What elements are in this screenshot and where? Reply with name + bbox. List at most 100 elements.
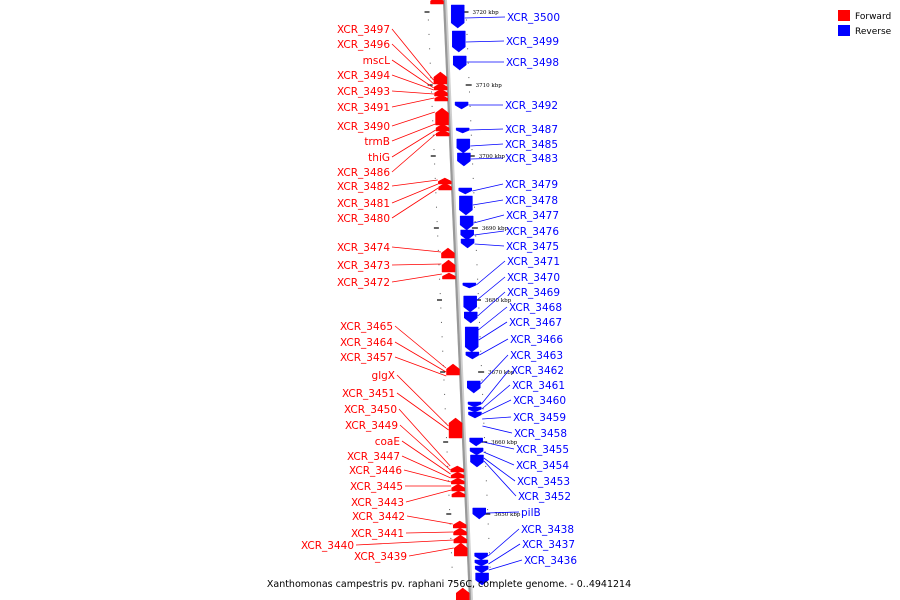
reverse-leader: [482, 416, 512, 420]
forward-gene-arrow: [438, 177, 452, 185]
reverse-gene-arrow: [460, 229, 474, 241]
reverse-gene-arrow: [462, 282, 477, 289]
legend-forward-label: Forward: [855, 12, 891, 22]
reverse-gene-arrow: [463, 295, 477, 313]
forward-gene-arrow: [436, 129, 450, 137]
reverse-gene-arrow: [454, 101, 469, 110]
reverse-gene-label: XCR_3453: [517, 476, 570, 488]
reverse-leader: [478, 306, 508, 331]
reverse-leader: [474, 243, 505, 247]
reverse-gene-arrow: [465, 351, 480, 360]
reverse-leader: [470, 143, 504, 147]
reverse-leader: [469, 128, 504, 131]
forward-gene-label: XCR_3491: [337, 102, 390, 114]
forward-gene-label: XCR_3474: [337, 242, 390, 254]
forward-gene-label: coaE: [375, 436, 400, 448]
forward-leader: [401, 440, 451, 475]
reverse-gene-label: pilB: [521, 507, 541, 519]
forward-gene-label: XCR_3472: [337, 277, 390, 289]
forward-gene-label: XCR_3440: [301, 540, 354, 552]
forward-leader: [391, 183, 439, 204]
forward-gene-arrow: [450, 465, 465, 473]
forward-gene-arrow: [450, 471, 465, 479]
scale-label: 3660 kbp: [491, 440, 518, 446]
reverse-gene-arrow: [452, 30, 466, 53]
label-leaders: [355, 16, 523, 571]
forward-gene-arrow: [455, 587, 470, 600]
scale-label: 3650 kbp: [494, 512, 521, 518]
forward-gene-arrow: [448, 417, 463, 439]
forward-gene-label: XCR_3494: [337, 70, 390, 82]
backbone-line: [442, 0, 472, 600]
reverse-gene-label: XCR_3466: [510, 334, 563, 346]
reverse-gene-label: XCR_3478: [505, 195, 558, 207]
reverse-gene-arrow: [457, 152, 471, 167]
forward-leader: [355, 539, 454, 546]
reverse-leader: [470, 157, 504, 160]
forward-leader: [391, 273, 442, 283]
reverse-gene-arrow: [458, 187, 473, 195]
forward-leader: [394, 356, 447, 377]
reverse-gene-arrow: [474, 565, 489, 574]
reverse-leader: [488, 543, 521, 565]
reverse-gene-label: XCR_3470: [507, 272, 560, 284]
reverse-leader: [472, 183, 504, 192]
forward-gene-arrow: [453, 534, 468, 544]
reverse-gene-label: XCR_3483: [505, 153, 558, 165]
reverse-leader: [465, 40, 505, 43]
reverse-leader: [480, 354, 509, 385]
forward-leader: [403, 469, 451, 483]
forward-gene-label: XCR_3457: [340, 352, 393, 364]
reverse-gene-arrow: [467, 380, 481, 394]
forward-leader: [399, 424, 451, 471]
scale-label: 3690 kbp: [482, 226, 509, 232]
forward-gene-arrow: [451, 490, 466, 498]
reverse-gene-arrow: [467, 401, 482, 408]
reverse-leader: [476, 276, 506, 301]
reverse-leader: [483, 451, 515, 466]
forward-leader: [391, 133, 437, 173]
forward-gene-label: XCR_3486: [337, 167, 390, 179]
forward-leader: [391, 263, 442, 266]
reverse-gene-arrow: [474, 552, 488, 561]
reverse-gene-arrow: [464, 311, 478, 324]
forward-leader: [391, 28, 434, 81]
forward-gene-label: XCR_3439: [354, 551, 407, 563]
forward-genes: [430, 0, 470, 600]
forward-gene-label: XCR_3497: [337, 24, 390, 36]
reverse-leader: [481, 384, 511, 410]
forward-gene-label: XCR_3481: [337, 198, 390, 210]
forward-gene-arrow: [442, 272, 456, 280]
reverse-gene-arrow: [469, 437, 483, 447]
reverse-gene-label: XCR_3436: [524, 555, 577, 567]
forward-leader: [391, 59, 435, 89]
scale-label: 3700 kbp: [479, 154, 506, 160]
forward-gene-label: XCR_3442: [352, 511, 405, 523]
reverse-gene-label: XCR_3485: [505, 139, 558, 151]
forward-gene-arrow: [435, 107, 449, 126]
forward-gene-label: XCR_3443: [351, 497, 404, 509]
scale-label: 3680 kbp: [485, 298, 512, 304]
forward-gene-label: XCR_3465: [340, 321, 393, 333]
reverse-gene-label: XCR_3498: [506, 57, 559, 69]
reverse-gene-arrow: [467, 406, 482, 413]
forward-gene-label: XCR_3480: [337, 213, 390, 225]
reverse-leader: [483, 441, 515, 450]
forward-gene-arrow: [451, 477, 465, 485]
genome-backbone: [442, 0, 473, 600]
reverse-leader: [488, 559, 523, 571]
reverse-leader: [477, 291, 506, 317]
reverse-gene-label: XCR_3469: [507, 287, 560, 299]
forward-leader: [391, 129, 436, 158]
scale-label: 3670 kbp: [488, 370, 515, 376]
forward-gene-arrow: [441, 259, 456, 273]
reverse-leader: [478, 321, 508, 341]
forward-gene-arrow: [430, 0, 444, 5]
forward-leader: [391, 97, 435, 108]
reverse-gene-arrow: [470, 454, 484, 468]
reverse-leader: [474, 230, 505, 236]
forward-leader: [396, 374, 449, 427]
forward-leader: [391, 43, 434, 85]
forward-leader: [391, 179, 438, 187]
